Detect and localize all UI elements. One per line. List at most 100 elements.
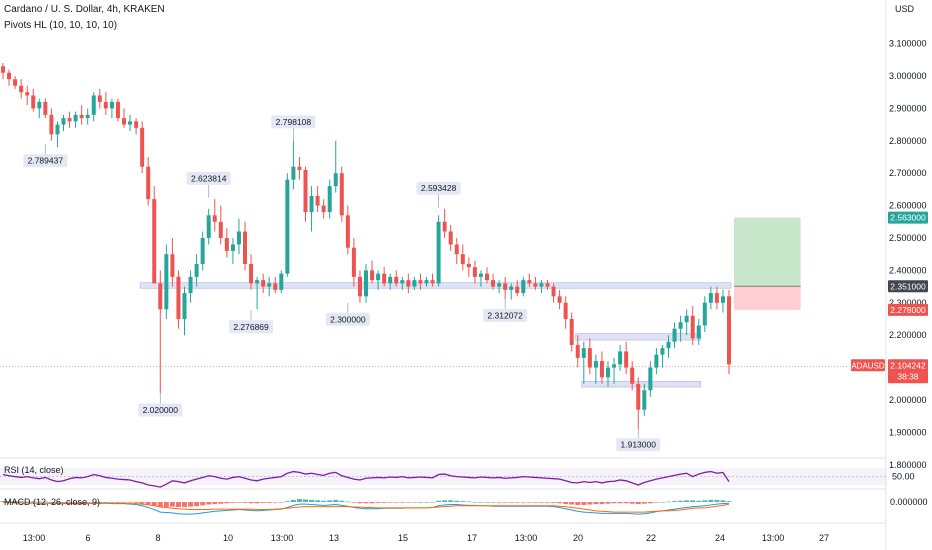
macd-label: MACD (12, 26, close, 9) (4, 497, 101, 507)
macd-histogram-bar (405, 502, 411, 503)
macd-histogram-bar (593, 502, 599, 505)
macd-histogram-bar (502, 502, 508, 503)
candle-body (91, 95, 96, 115)
time-tick-label: 15 (398, 533, 408, 543)
candle-body (73, 114, 78, 122)
time-tick-label: 10 (223, 533, 233, 543)
macd-histogram-bar (442, 500, 448, 502)
candle-body (690, 315, 695, 339)
candle-body (636, 383, 641, 410)
candle-body (575, 344, 580, 358)
candle-body (327, 186, 332, 213)
macd-histogram-bar (496, 502, 502, 503)
time-tick-label: 20 (573, 533, 583, 543)
price-tag (888, 280, 928, 293)
time-tick-label: 24 (715, 533, 725, 543)
candle-body (13, 79, 18, 86)
price-tag-label: 2.563000 (890, 213, 926, 223)
candle-body (351, 247, 356, 277)
macd-histogram-bar (127, 502, 133, 503)
candle-body (345, 215, 350, 248)
candle-body (103, 101, 108, 109)
candle-body (485, 273, 489, 281)
price-tick-label: 2.500000 (889, 233, 927, 243)
last-price-tag (888, 359, 928, 384)
macd-histogram-bar (0, 501, 6, 502)
macd-histogram-bar (599, 502, 605, 505)
macd-histogram-bar (18, 501, 24, 502)
macd-histogram-bar (653, 502, 659, 503)
macd-histogram-bar (115, 502, 121, 503)
macd-histogram-bar (557, 502, 563, 504)
price-tick-label: 2.300000 (889, 298, 927, 308)
macd-histogram-bar (230, 502, 236, 503)
candle-body (188, 276, 193, 294)
candle-body (442, 221, 447, 232)
price-tick-label: 1.800000 (889, 460, 927, 470)
macd-histogram-bar (145, 502, 151, 505)
macd-histogram-bar (714, 499, 720, 502)
candle-body (67, 118, 72, 122)
candle-body (515, 286, 520, 294)
candle-body (406, 280, 411, 287)
time-tick-label: 13:00 (515, 533, 538, 543)
candle-body (19, 85, 24, 93)
time-tick-label: 22 (646, 533, 656, 543)
price-tick-label: 2.200000 (889, 330, 927, 340)
candle-body (321, 205, 326, 213)
macd-histogram-bar (109, 502, 115, 503)
time-tick-label: 13:00 (23, 533, 46, 543)
candle-body (618, 351, 623, 365)
candle-body (472, 267, 477, 277)
pivot-label-box (325, 312, 370, 326)
macd-histogram-bar (296, 499, 302, 502)
macd-histogram-bar (387, 502, 393, 503)
candle-body (1, 66, 5, 73)
macd-histogram-bar (254, 502, 260, 504)
price-tick-label: 2.400000 (889, 265, 927, 275)
pivot-label-box (616, 438, 661, 452)
candle-body (642, 390, 647, 410)
macd-histogram-bar (73, 502, 79, 503)
candle-body (333, 173, 338, 187)
macd-histogram-bar (587, 502, 593, 505)
macd-histogram-bar (381, 502, 387, 503)
macd-histogram-bar (266, 502, 272, 503)
candle-body (255, 280, 260, 284)
currency-label[interactable]: USD (895, 4, 915, 14)
macd-histogram-bar (581, 502, 587, 505)
macd-histogram-bar (218, 502, 224, 504)
candle-body (491, 280, 496, 287)
candle-body (79, 114, 84, 119)
macd-histogram-bar (690, 500, 696, 502)
candle-body (37, 101, 42, 109)
pivot-zone (581, 380, 701, 388)
price-tick-label: 3.000000 (889, 71, 927, 81)
macd-histogram-bar (333, 499, 339, 502)
macd-histogram-bar (260, 502, 266, 503)
macd-histogram-bar (357, 502, 363, 504)
candle-body (382, 273, 387, 284)
macd-histogram-bar (6, 501, 12, 502)
candle-body (212, 215, 217, 222)
macd-histogram-bar (103, 502, 109, 503)
macd-histogram-bar (248, 502, 254, 504)
macd-histogram-bar (175, 502, 181, 508)
price-tick-label: 2.600000 (889, 201, 927, 211)
last-price-label: 2.104242 (890, 361, 926, 371)
pivot-label: 2.300000 (330, 314, 366, 324)
macd-histogram-bar (430, 502, 436, 503)
candle-body (182, 293, 187, 319)
time-tick-label: 6 (85, 533, 90, 543)
candle-body (593, 361, 598, 368)
macd-histogram-bar (272, 502, 278, 503)
macd-histogram-bar (339, 500, 345, 502)
pivot-label: 2.798108 (276, 117, 312, 127)
candle-body (654, 354, 659, 368)
candle-body (599, 361, 604, 378)
candle-body (460, 254, 465, 264)
candle-body (436, 221, 441, 284)
candle-body (545, 283, 550, 287)
candle-body (357, 276, 362, 297)
